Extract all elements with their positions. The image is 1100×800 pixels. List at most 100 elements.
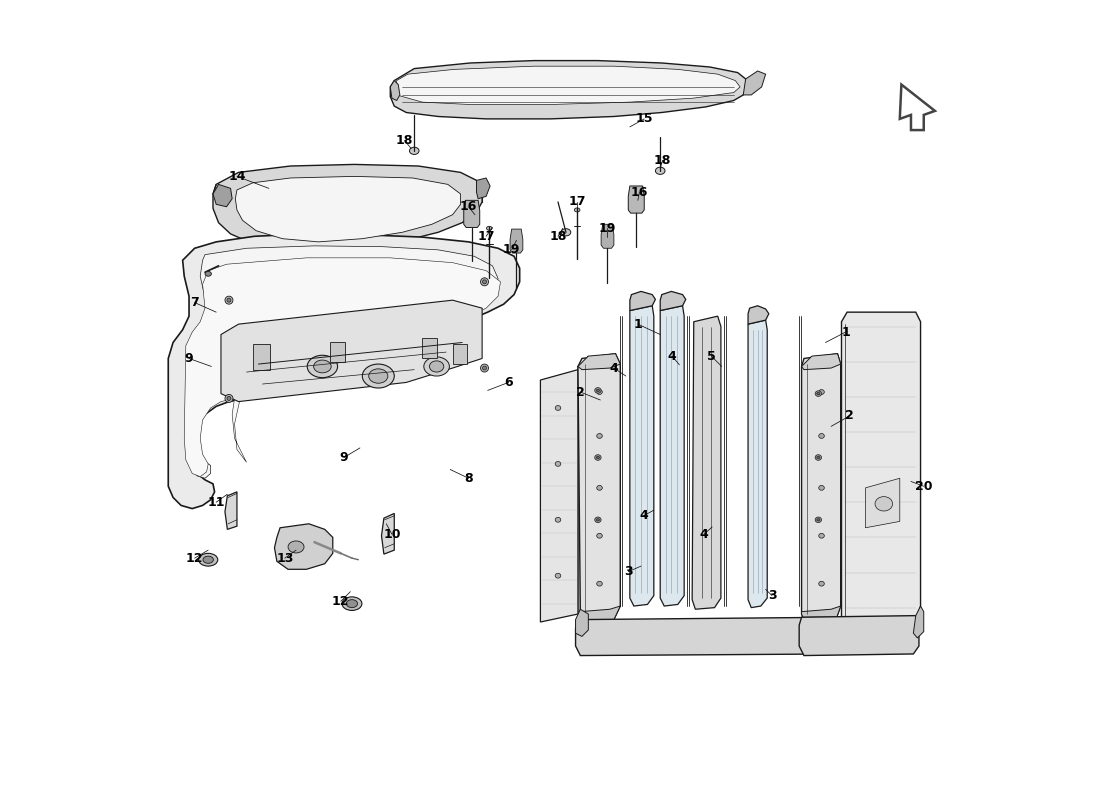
Polygon shape xyxy=(390,81,400,101)
Ellipse shape xyxy=(816,518,820,521)
Polygon shape xyxy=(802,606,840,624)
Ellipse shape xyxy=(818,486,824,490)
Polygon shape xyxy=(628,186,645,213)
Text: 7: 7 xyxy=(190,296,199,309)
Polygon shape xyxy=(802,354,840,370)
Polygon shape xyxy=(422,338,437,358)
Polygon shape xyxy=(578,354,620,624)
Ellipse shape xyxy=(596,518,600,521)
Text: 12: 12 xyxy=(332,594,350,608)
Polygon shape xyxy=(601,224,614,248)
Polygon shape xyxy=(189,246,498,478)
Text: 20: 20 xyxy=(915,480,933,493)
Ellipse shape xyxy=(199,554,218,566)
Text: 1: 1 xyxy=(634,318,642,330)
Text: 18: 18 xyxy=(653,154,671,167)
Text: 4: 4 xyxy=(639,510,648,522)
Polygon shape xyxy=(184,258,500,477)
Ellipse shape xyxy=(818,582,824,586)
Text: 14: 14 xyxy=(228,170,245,183)
Polygon shape xyxy=(660,291,685,310)
Text: 4: 4 xyxy=(700,528,708,541)
Ellipse shape xyxy=(874,497,892,511)
Polygon shape xyxy=(330,342,344,362)
Text: 5: 5 xyxy=(707,350,716,362)
Polygon shape xyxy=(802,354,840,624)
Ellipse shape xyxy=(574,208,580,212)
Text: 16: 16 xyxy=(630,186,648,199)
Ellipse shape xyxy=(424,357,450,376)
Text: 4: 4 xyxy=(668,350,676,362)
Polygon shape xyxy=(235,176,461,242)
Polygon shape xyxy=(540,370,578,622)
Polygon shape xyxy=(800,616,918,655)
Ellipse shape xyxy=(815,454,822,460)
Ellipse shape xyxy=(346,600,358,608)
Ellipse shape xyxy=(409,147,419,154)
Polygon shape xyxy=(382,514,394,554)
Ellipse shape xyxy=(596,534,603,538)
Ellipse shape xyxy=(818,434,824,438)
Ellipse shape xyxy=(368,369,388,383)
Text: 15: 15 xyxy=(636,112,653,126)
Ellipse shape xyxy=(556,406,561,410)
Text: 13: 13 xyxy=(276,552,294,565)
Polygon shape xyxy=(578,354,620,370)
Polygon shape xyxy=(226,492,236,530)
Polygon shape xyxy=(390,61,748,119)
Ellipse shape xyxy=(595,388,601,394)
Ellipse shape xyxy=(595,454,601,460)
Polygon shape xyxy=(168,234,519,509)
Text: 2: 2 xyxy=(576,386,585,398)
Ellipse shape xyxy=(205,271,211,276)
Text: 10: 10 xyxy=(383,528,400,541)
Text: 17: 17 xyxy=(569,195,586,209)
Ellipse shape xyxy=(595,517,601,522)
Ellipse shape xyxy=(818,390,824,394)
Ellipse shape xyxy=(556,518,561,522)
Polygon shape xyxy=(866,478,900,528)
Text: 3: 3 xyxy=(624,566,632,578)
Ellipse shape xyxy=(656,167,666,174)
Ellipse shape xyxy=(596,390,603,394)
Polygon shape xyxy=(253,344,271,370)
Text: 18: 18 xyxy=(549,230,566,242)
Text: 9: 9 xyxy=(185,352,194,365)
Ellipse shape xyxy=(818,534,824,538)
Polygon shape xyxy=(221,300,482,402)
Ellipse shape xyxy=(561,229,571,236)
Ellipse shape xyxy=(596,582,603,586)
Text: 8: 8 xyxy=(464,472,473,485)
Text: 11: 11 xyxy=(208,496,224,509)
Polygon shape xyxy=(452,344,466,364)
Ellipse shape xyxy=(556,574,561,578)
Ellipse shape xyxy=(816,393,820,395)
Polygon shape xyxy=(275,524,333,570)
Ellipse shape xyxy=(815,517,822,522)
Ellipse shape xyxy=(314,360,331,373)
Ellipse shape xyxy=(483,366,486,370)
Polygon shape xyxy=(213,184,232,206)
Ellipse shape xyxy=(481,364,488,372)
Ellipse shape xyxy=(486,226,492,230)
Polygon shape xyxy=(476,178,491,198)
Ellipse shape xyxy=(227,298,231,302)
Text: 19: 19 xyxy=(598,222,616,234)
Ellipse shape xyxy=(362,364,394,388)
Polygon shape xyxy=(213,165,482,250)
Ellipse shape xyxy=(342,597,362,610)
Polygon shape xyxy=(575,610,589,636)
Ellipse shape xyxy=(307,355,338,378)
Polygon shape xyxy=(578,356,588,614)
Text: 18: 18 xyxy=(396,134,414,147)
Ellipse shape xyxy=(816,456,820,458)
Polygon shape xyxy=(510,229,522,253)
Text: 17: 17 xyxy=(477,230,495,242)
Text: 4: 4 xyxy=(609,362,618,374)
Polygon shape xyxy=(464,200,480,227)
Polygon shape xyxy=(581,606,620,624)
Polygon shape xyxy=(748,320,767,608)
Polygon shape xyxy=(692,316,720,610)
Ellipse shape xyxy=(204,556,213,563)
Polygon shape xyxy=(575,618,842,655)
